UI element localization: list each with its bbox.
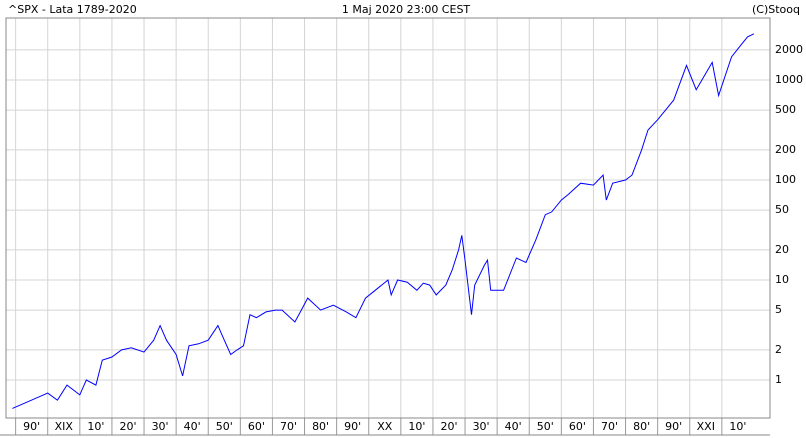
plot-frame	[5, 17, 771, 419]
y-tick-label: 20	[775, 243, 789, 256]
x-tick-label: XIX	[55, 420, 74, 433]
chart-title: ^SPX - Lata 1789-2020	[8, 3, 137, 16]
y-tick-label: 2000	[775, 43, 803, 56]
chart-subtitle: 1 Maj 2020 23:00 CEST	[342, 3, 471, 16]
x-tick-label: XXI	[697, 420, 715, 433]
x-tick-label: XX	[377, 420, 393, 433]
x-tick-label: 20'	[440, 420, 457, 433]
x-tick-label: 90'	[344, 420, 361, 433]
y-tick-label: 1000	[775, 73, 803, 86]
x-tick-label: 40'	[184, 420, 201, 433]
x-tick-label: 60'	[569, 420, 586, 433]
y-tick-label: 100	[775, 173, 796, 186]
x-tick-label: 60'	[248, 420, 265, 433]
x-tick-label: 10'	[87, 420, 104, 433]
x-tick-label: 10'	[408, 420, 425, 433]
y-tick-label: 2	[775, 343, 782, 356]
data-line	[12, 33, 755, 409]
x-tick-label: 80'	[312, 420, 329, 433]
y-tick-label: 1	[775, 373, 782, 386]
x-tick-label: 90'	[23, 420, 40, 433]
y-tick-label: 200	[775, 143, 796, 156]
x-tick-label: 10'	[729, 420, 746, 433]
y-tick-label: 500	[775, 103, 796, 116]
y-tick-label: 5	[775, 303, 782, 316]
source: (C)Stooq	[752, 3, 800, 16]
x-tick-label: 30'	[473, 420, 490, 433]
x-tick-label: 50'	[216, 420, 233, 433]
x-tick-label: 40'	[505, 420, 522, 433]
x-tick-label: 80'	[633, 420, 650, 433]
x-tick-label: 20'	[119, 420, 136, 433]
x-tick-label: 90'	[665, 420, 682, 433]
x-tick-label: 70'	[601, 420, 618, 433]
x-tick-label: 50'	[537, 420, 554, 433]
y-tick-label: 10	[775, 273, 789, 286]
x-tick-label: 30'	[152, 420, 169, 433]
x-tick-label: 70'	[280, 420, 297, 433]
y-tick-label: 50	[775, 203, 789, 216]
